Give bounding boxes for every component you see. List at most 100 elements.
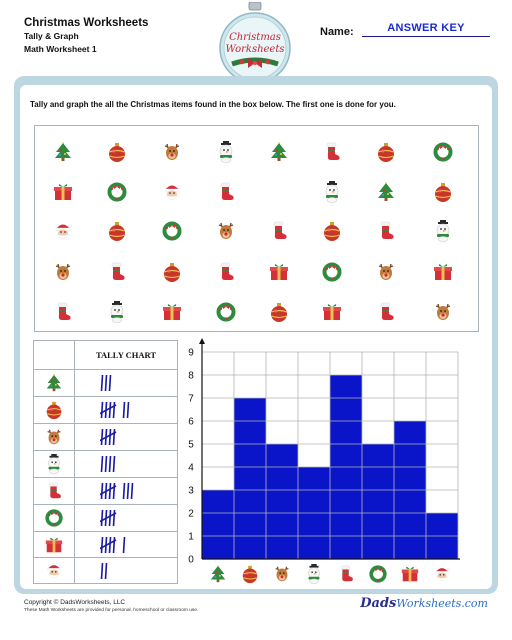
snowman-icon (325, 181, 339, 203)
tally-marks-graphic (98, 428, 117, 446)
grid-item-ornament (432, 181, 454, 203)
tree-icon (55, 141, 71, 161)
tally-marks (100, 372, 160, 394)
tally-row-divider (34, 396, 177, 397)
reindeer-icon (55, 263, 71, 280)
bar-reindeer (266, 444, 298, 559)
grid-item-reindeer (52, 261, 74, 283)
grid-item-gift (268, 261, 290, 283)
grid-item-reindeer (161, 141, 183, 163)
x-category-snowman-icon (308, 564, 320, 584)
wreath-icon (162, 221, 182, 241)
wreath-icon (107, 182, 127, 202)
grid-item-santa (52, 220, 74, 242)
ornament-icon (164, 263, 180, 282)
x-category-santa-icon (435, 567, 450, 581)
ornament-icon (271, 303, 287, 322)
stocking-icon (220, 182, 234, 200)
tally-marks (100, 453, 160, 475)
x-category-tree-icon (210, 564, 226, 583)
gift-icon (163, 304, 181, 320)
y-tick-label: 9 (188, 348, 194, 359)
x-category-ornament-icon (242, 565, 258, 584)
grid-item-stocking (52, 301, 74, 323)
ornament-icon (435, 183, 451, 202)
tally-row-icon (44, 454, 64, 474)
grid-item-stocking (321, 141, 343, 163)
bar-graph: 0 1 2 3 4 5 6 7 8 9 (188, 338, 460, 584)
grid-item-gift (52, 181, 74, 203)
gift-icon (434, 264, 452, 280)
grid-item-wreath (161, 220, 183, 242)
reindeer-icon (164, 143, 180, 160)
tree-icon (46, 373, 62, 392)
grid-item-stocking (375, 220, 397, 242)
stocking-icon (49, 482, 61, 499)
y-tick-label: 2 (188, 509, 194, 520)
usage-notice: These Math Worksheets are provided for p… (24, 608, 199, 613)
grid-item-ornament (106, 141, 128, 163)
stocking-icon (380, 221, 394, 239)
tally-marks-graphic (100, 374, 112, 392)
snowman-icon (48, 454, 60, 474)
y-tick-label: 5 (188, 440, 194, 451)
stocking-icon (111, 262, 125, 280)
tally-row-icon (44, 481, 64, 501)
grid-item-stocking (215, 261, 237, 283)
ornament-icon (109, 143, 125, 162)
y-tick-label: 3 (188, 486, 194, 497)
stocking-icon (326, 142, 340, 160)
christmas-ornament-logo: Christmas Worksheets (219, 2, 291, 84)
grid-item-gift (321, 301, 343, 323)
ornament-icon (378, 143, 394, 162)
grid-item-wreath (432, 141, 454, 163)
tally-marks (100, 560, 160, 582)
wreath-icon (216, 302, 236, 322)
grid-item-wreath (321, 261, 343, 283)
grid-item-ornament (161, 261, 183, 283)
tally-marks-graphic (98, 536, 126, 554)
tally-row-divider (34, 531, 177, 532)
stocking-icon (220, 262, 234, 280)
x-category-wreath-icon (369, 565, 387, 583)
tally-marks (98, 426, 160, 448)
tally-column-divider (74, 341, 75, 583)
tally-row-divider (34, 557, 177, 558)
grid-item-santa (161, 181, 183, 203)
grid-item-tree (52, 141, 74, 163)
wreath-icon (433, 142, 453, 162)
tally-row-divider (34, 423, 177, 424)
tally-marks-graphic (100, 455, 116, 473)
worksheet-number: Math Worksheet 1 (24, 44, 97, 54)
tally-row-divider (34, 369, 177, 370)
reindeer-icon (435, 303, 451, 320)
tally-row-icon (44, 400, 64, 420)
ornament-line1: Christmas (229, 32, 281, 43)
gift-icon (54, 184, 72, 200)
tally-marks (98, 399, 160, 421)
ornament-icon (46, 401, 62, 420)
wreath-icon (45, 509, 63, 527)
snowman-icon (219, 141, 233, 163)
grid-item-reindeer (375, 261, 397, 283)
grid-item-gift (432, 261, 454, 283)
tally-marks-graphic (98, 482, 134, 500)
tally-marks (98, 507, 160, 529)
reindeer-icon (47, 429, 61, 445)
worksheet-header: Christmas Worksheets Tally & Graph Math … (24, 16, 148, 56)
bar-ornament (234, 398, 266, 559)
grid-item-reindeer (432, 301, 454, 323)
tally-row-icon (44, 561, 64, 581)
grid-item-ornament (106, 220, 128, 242)
grid-item-snowman (106, 301, 128, 323)
reindeer-icon (218, 222, 234, 239)
grid-item-stocking (268, 220, 290, 242)
tally-row-divider (34, 477, 177, 478)
brand-main: Dads (360, 596, 397, 611)
x-category-stocking-icon (341, 565, 353, 582)
santa-icon (55, 224, 72, 239)
gift-icon (270, 264, 288, 280)
y-tick-label: 7 (188, 394, 194, 405)
grid-item-tree (268, 141, 290, 163)
ornament-icon (109, 222, 125, 241)
